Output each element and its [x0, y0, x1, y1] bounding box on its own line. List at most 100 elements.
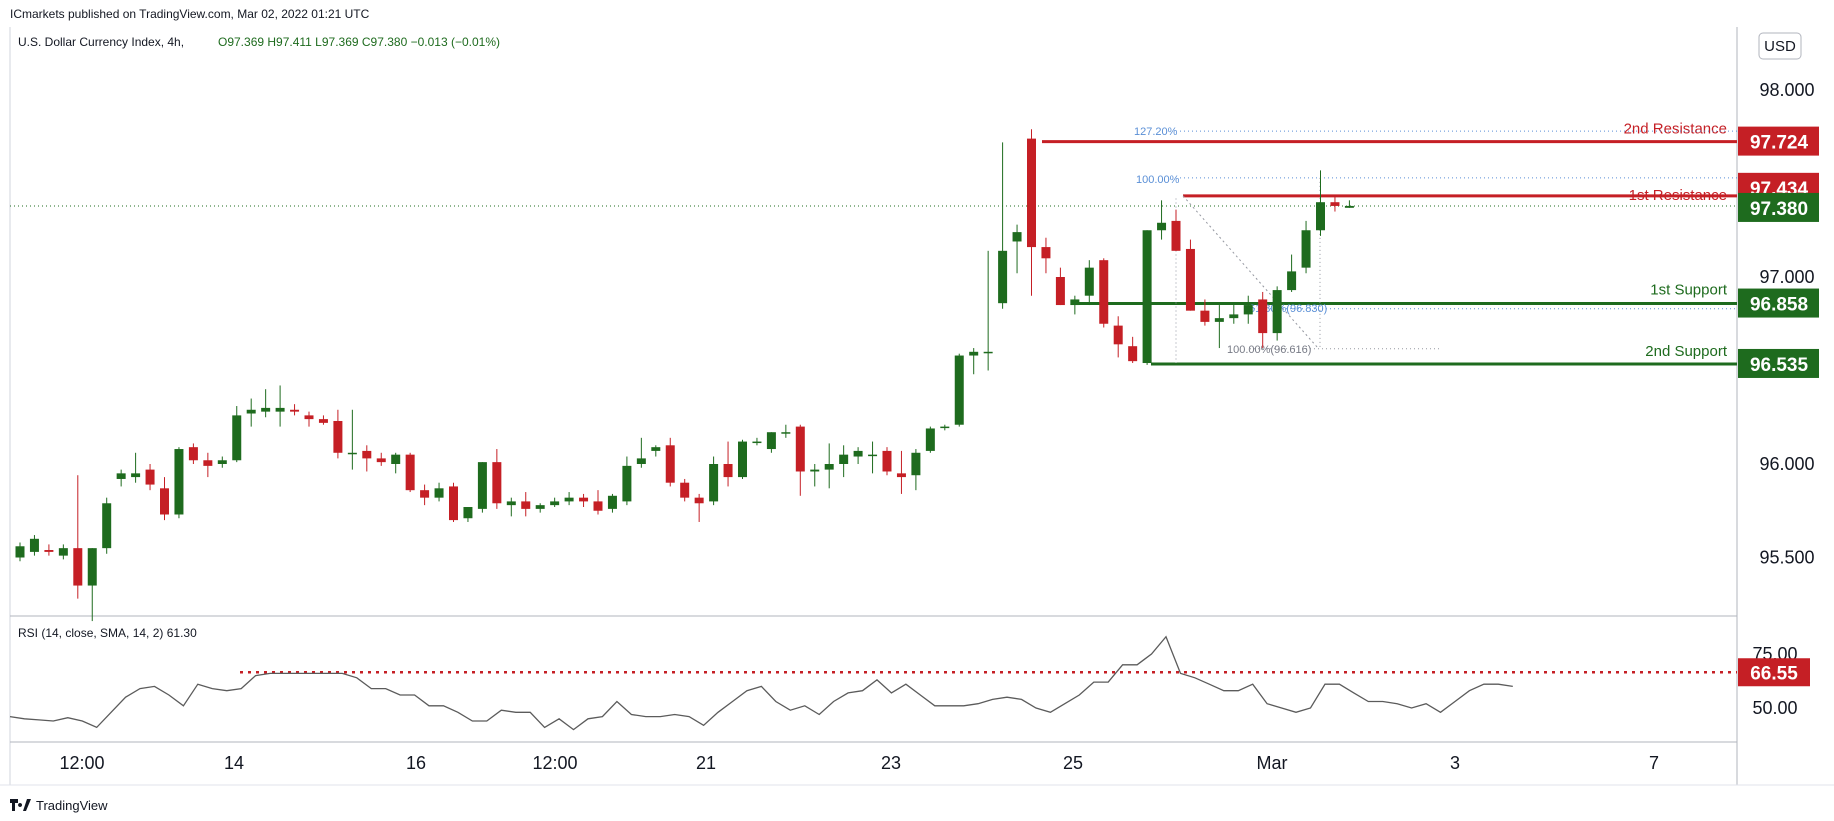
- tradingview-brand: TradingView: [36, 798, 108, 813]
- candle: [636, 437, 646, 468]
- s1-price-label-text: 96.858: [1750, 295, 1808, 316]
- candle-body: [868, 454, 878, 457]
- r2-price-label: 97.724: [1738, 126, 1819, 156]
- candle: [665, 437, 675, 487]
- candle-body: [579, 497, 589, 502]
- candle: [420, 484, 430, 506]
- candle-body: [824, 464, 834, 470]
- candle: [29, 535, 39, 556]
- candle-body: [449, 486, 458, 521]
- r2-annotation: 2nd Resistance: [1624, 121, 1727, 138]
- fibonacci-tool[interactable]: 127.20% 100.00% 61.80%(96.830) 100.00%(96.6…: [1134, 126, 1737, 364]
- candle-body: [217, 460, 227, 464]
- candle: [405, 452, 415, 493]
- candle: [550, 497, 560, 508]
- candle-body: [1027, 138, 1036, 248]
- candle-body: [145, 469, 155, 485]
- candle-body: [391, 454, 401, 464]
- candle-body: [781, 432, 791, 434]
- candle: [376, 452, 386, 466]
- rsi-line: [9, 635, 1513, 731]
- candle: [1157, 200, 1167, 240]
- candle-body: [1070, 299, 1080, 306]
- candle-body: [29, 538, 39, 552]
- rsi-level-label-text: 66.55: [1750, 663, 1798, 684]
- candle: [521, 492, 531, 517]
- candle-body: [477, 462, 487, 509]
- candle-body: [925, 428, 935, 451]
- candle: [853, 447, 863, 464]
- candle-body: [333, 420, 343, 453]
- candle: [766, 432, 776, 453]
- candle: [940, 424, 950, 431]
- candle-body: [1142, 230, 1152, 364]
- candle-body: [564, 497, 574, 502]
- candle: [1287, 254, 1297, 292]
- fib-top-label: 127.20%: [1134, 126, 1178, 138]
- s2-annotation: 2nd Support: [1645, 343, 1728, 360]
- rsi-level-price-label: 66.55: [1738, 658, 1810, 687]
- candle-body: [795, 426, 805, 472]
- x-tick-label: Mar: [1257, 753, 1288, 773]
- candle-body: [1272, 290, 1282, 334]
- candle: [535, 503, 545, 513]
- candle: [738, 439, 747, 479]
- candle: [680, 478, 690, 502]
- candle: [1084, 260, 1094, 306]
- candle: [44, 544, 54, 556]
- candle: [261, 389, 271, 418]
- candle-body: [15, 546, 25, 558]
- candle-body: [362, 450, 372, 459]
- candle: [839, 445, 849, 478]
- candle-body: [290, 409, 300, 412]
- candle: [1128, 336, 1138, 364]
- x-tick-label: 7: [1649, 753, 1659, 773]
- candle-body: [694, 497, 704, 504]
- candle-body: [723, 464, 733, 478]
- currency-button[interactable]: [1758, 32, 1802, 60]
- candle-body: [1171, 220, 1181, 251]
- tradingview-logo[interactable]: TradingView: [10, 798, 108, 813]
- candle: [434, 482, 444, 502]
- candle-body: [44, 550, 54, 552]
- candle-body: [1041, 247, 1051, 259]
- candle-body: [87, 548, 97, 586]
- candle-body: [492, 462, 502, 504]
- s2-price-label: 96.535: [1738, 348, 1819, 378]
- candle-body: [116, 473, 126, 479]
- candle: [824, 443, 834, 489]
- candle: [463, 507, 473, 522]
- candle-body: [434, 488, 444, 498]
- candle: [1027, 129, 1036, 296]
- candle-body: [102, 503, 112, 549]
- candle: [203, 452, 213, 478]
- candle-body: [752, 441, 762, 444]
- candle-body: [983, 351, 993, 354]
- candle-body: [246, 409, 256, 414]
- x-tick-label: 12:00: [532, 753, 577, 773]
- candle-body: [318, 419, 328, 423]
- candle: [1272, 286, 1282, 341]
- x-tick-label: 12:00: [59, 753, 104, 773]
- candle-body: [969, 351, 979, 356]
- candle-body: [607, 495, 617, 509]
- candle: [73, 475, 83, 599]
- candle: [651, 445, 661, 457]
- candle: [506, 497, 516, 517]
- candle: [896, 450, 906, 494]
- candle-body: [911, 452, 921, 476]
- candle: [781, 424, 791, 438]
- candle-body: [73, 548, 83, 586]
- tradingview-logo-icon: [10, 799, 31, 811]
- candle-body: [1113, 325, 1123, 345]
- candle: [217, 456, 227, 468]
- candle-body: [463, 507, 473, 519]
- publisher-text: ICmarkets published on TradingView.com, …: [10, 7, 370, 21]
- candle: [795, 424, 805, 496]
- candle: [160, 477, 169, 521]
- candle-body: [954, 355, 964, 425]
- candle-body: [896, 473, 906, 478]
- candle-body: [261, 407, 271, 412]
